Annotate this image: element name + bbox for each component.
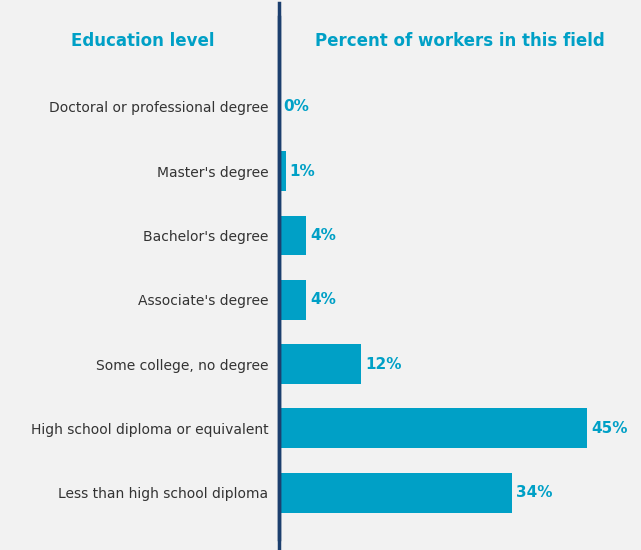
Bar [279,472,512,513]
Text: 34%: 34% [516,485,553,500]
Bar [279,216,306,255]
Text: 45%: 45% [592,421,628,436]
Bar [279,151,286,191]
Text: 1%: 1% [290,164,315,179]
Text: 12%: 12% [365,356,402,372]
Bar [279,409,587,448]
Bar [279,280,306,320]
Bar [279,344,361,384]
Text: Percent of workers in this field: Percent of workers in this field [315,31,605,50]
Text: Education level: Education level [71,31,214,50]
Text: 4%: 4% [310,228,337,243]
Text: 0%: 0% [283,100,309,114]
Text: 4%: 4% [310,292,337,307]
